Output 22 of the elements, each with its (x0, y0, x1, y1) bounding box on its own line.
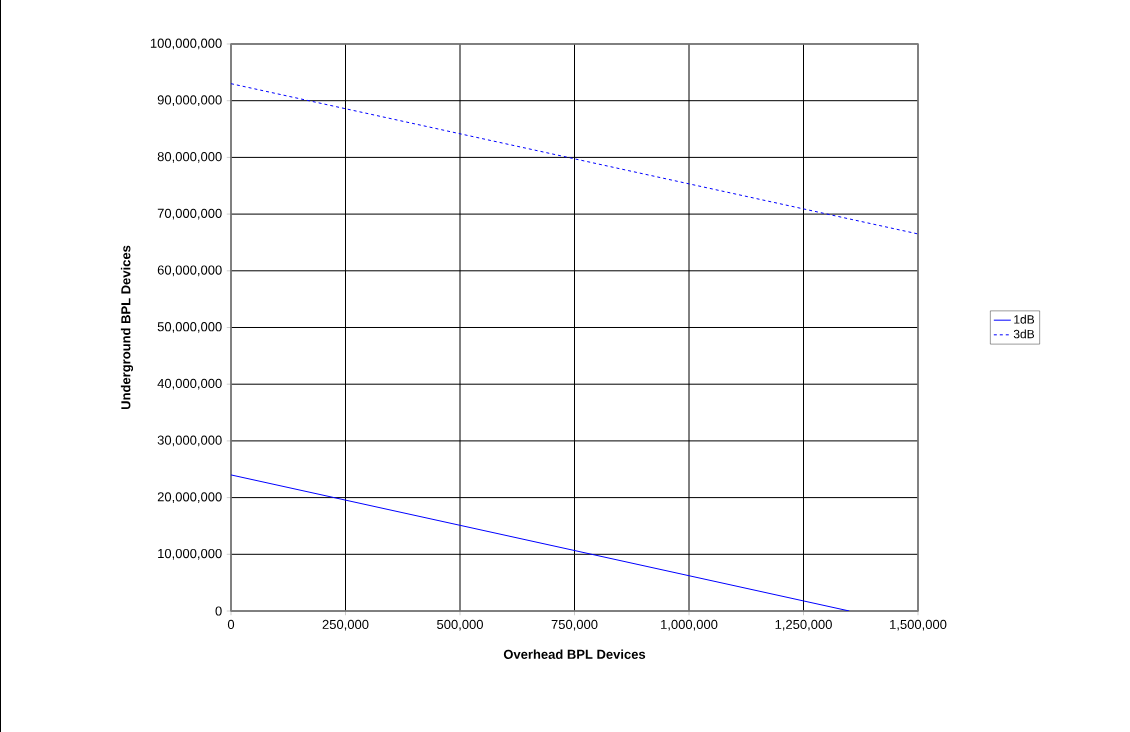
y-tick-label: 40,000,000 (157, 378, 222, 390)
x-tick-label: 750,000 (551, 619, 598, 631)
y-tick-label: 20,000,000 (157, 492, 222, 503)
legend-label: 3dB (1013, 329, 1035, 339)
y-tick-label: 70,000,000 (157, 208, 222, 220)
x-tick-label: 0 (227, 619, 235, 629)
y-tick-label: 10,000,000 (158, 548, 222, 560)
x-tick-label: 1,000,000 (661, 619, 718, 631)
x-tick-label: 500,000 (437, 619, 483, 631)
y-tick-label: 50,000,000 (157, 322, 222, 333)
y-tick-label: 90,000,000 (157, 95, 222, 107)
y-axis-title: Underground BPL Devices (120, 245, 134, 410)
y-tick-label: 60,000,000 (157, 265, 222, 277)
x-tick-label: 250,000 (322, 619, 369, 631)
y-tick-label: 100,000,000 (150, 38, 222, 50)
legend-label: 1dB (1014, 314, 1035, 324)
y-tick-label: 0 (215, 606, 222, 616)
x-tick-label: 1,250,000 (775, 619, 832, 631)
y-tick-label: 30,000,000 (157, 435, 222, 447)
y-tick-label: 80,000,000 (157, 152, 222, 163)
x-axis-title: Overhead BPL Devices (503, 649, 646, 659)
x-tick-label: 1,500,000 (890, 619, 947, 631)
